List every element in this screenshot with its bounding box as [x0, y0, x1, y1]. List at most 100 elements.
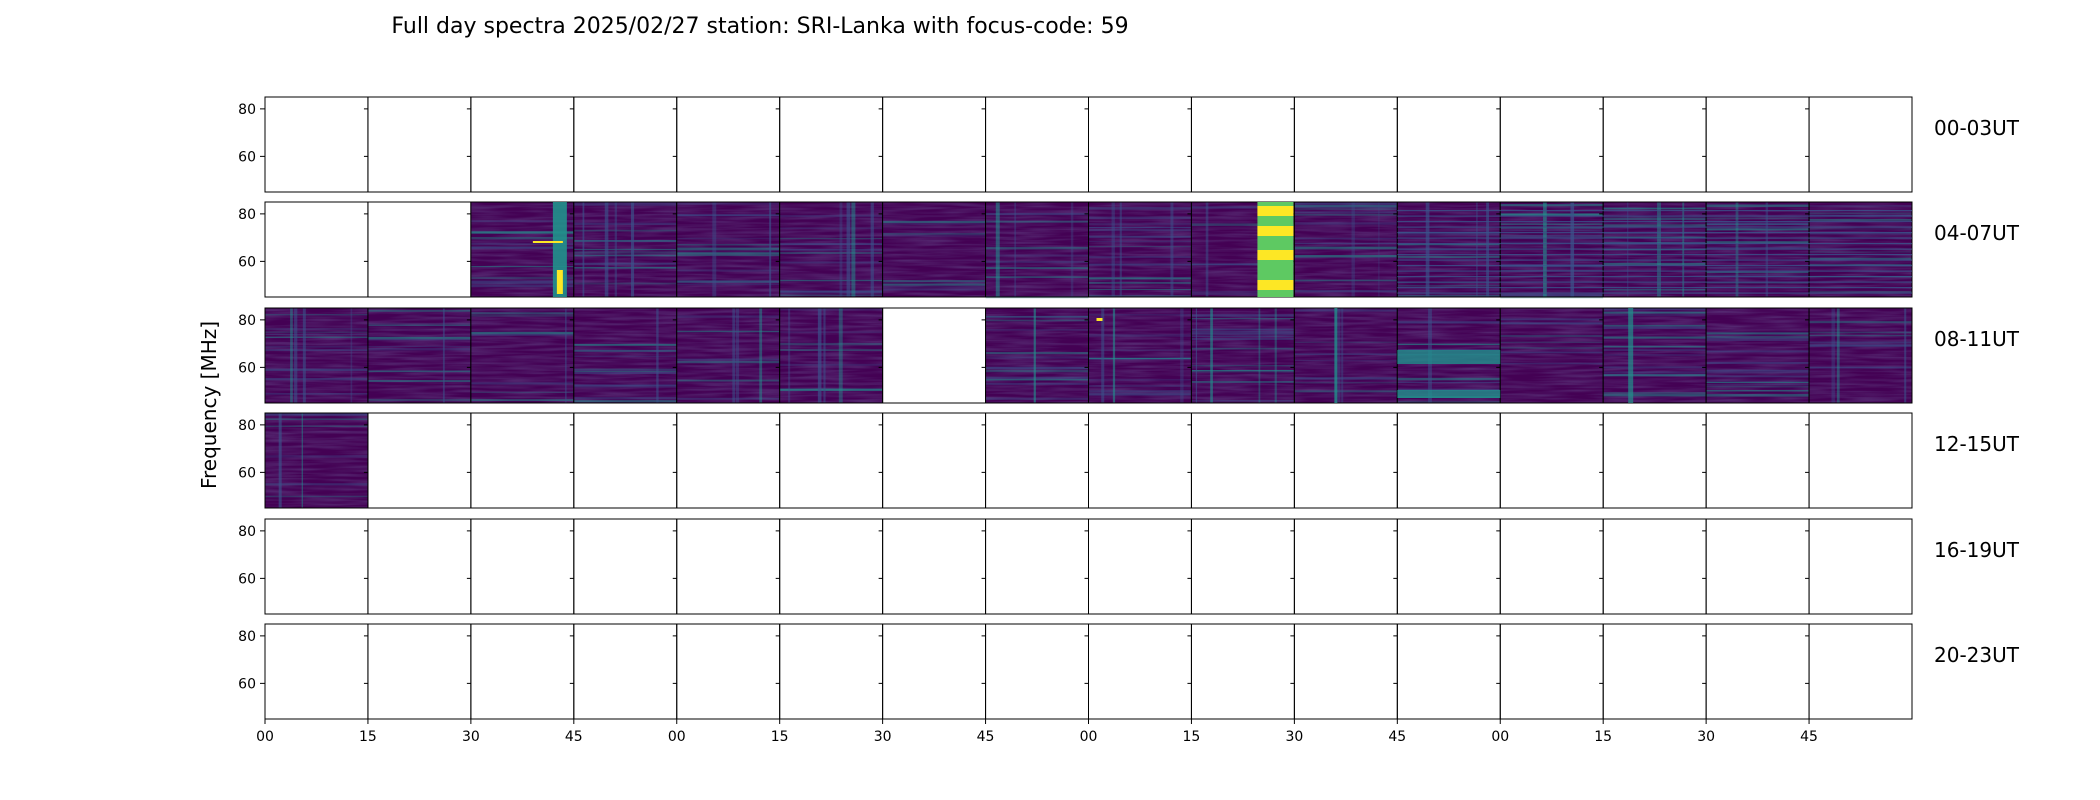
spectrum-panel [1705, 518, 1810, 615]
spectrum-streak [1112, 308, 1116, 403]
x-tick-label: 00 [668, 729, 686, 745]
spectrum-band [1191, 400, 1295, 402]
y-tick-label: 60 [238, 571, 256, 587]
spectrum-band [1088, 241, 1192, 243]
spectrum-band [1397, 285, 1501, 287]
spectrum-band [367, 323, 471, 325]
stripe-mark [1809, 270, 1912, 272]
spectrum-panel [264, 518, 369, 615]
spectrum-panel [367, 201, 472, 298]
spectrum-panel [264, 623, 369, 720]
spectrum-streak [278, 413, 282, 508]
spectrum-band [265, 314, 368, 316]
spectrum-band [985, 382, 1089, 385]
spectrum-band [573, 222, 677, 225]
spectrum-band [676, 202, 780, 205]
spectrum-band [1294, 247, 1398, 250]
spectrum-panel [779, 412, 884, 509]
spectrum-band [882, 234, 986, 237]
spectrum-band [1088, 289, 1192, 291]
panel-frame [573, 518, 678, 615]
spectrum-band [1088, 228, 1192, 232]
spectrum-band [1294, 204, 1398, 208]
spectrum-noise [985, 202, 1089, 297]
spectrum-band [779, 294, 883, 296]
spectrum-band [1809, 214, 1912, 216]
stripe-mark [1809, 226, 1912, 228]
y-tick-label: 80 [238, 418, 256, 434]
spectrum-panel [573, 623, 678, 720]
spectrum-panel [470, 623, 575, 720]
spectrum-band [1809, 290, 1912, 293]
spectrum-band [1603, 371, 1707, 374]
panel-frame [264, 518, 369, 615]
spectrum-band [676, 214, 780, 216]
spectrum-band [1706, 369, 1810, 372]
spectrum-panel [1705, 307, 1810, 404]
spectra-row: 80 60 12-15UT [238, 412, 2020, 509]
burst-mark [1257, 226, 1294, 236]
stripe-mark [1603, 215, 1707, 217]
panel-frame [1602, 412, 1707, 509]
spectrum-band [265, 495, 368, 498]
stripe-mark [1500, 265, 1604, 267]
spectrum-band [779, 342, 883, 346]
spectrum-band [1294, 382, 1398, 384]
stripe-mark [1500, 215, 1604, 217]
spectrum-band [1500, 341, 1604, 343]
spectrum-band [573, 372, 677, 374]
spectrum-band [1397, 377, 1501, 381]
spectrum-band [985, 378, 1089, 381]
spectrum-panel [1499, 96, 1604, 193]
stripe-mark [1706, 287, 1810, 289]
row-label: 04-07UT [1934, 221, 2020, 245]
spectrum-streak [817, 308, 822, 403]
spectrum-panel [1190, 96, 1295, 193]
spectrum-panel [1088, 623, 1192, 720]
spectrum-panel [1088, 96, 1192, 193]
spectrum-streak [656, 308, 659, 403]
stripe-mark [1397, 232, 1501, 234]
spectra-row: 80 60 08-11UT [238, 307, 2020, 404]
stripe-mark [1397, 237, 1501, 239]
panel-frame [1499, 412, 1604, 509]
spectrum-streak [442, 308, 445, 403]
spectrum-panel [367, 412, 472, 509]
spectrum-band [1294, 222, 1398, 225]
row-label: 08-11UT [1934, 327, 2020, 351]
stripe-mark [1397, 270, 1501, 272]
spectrum-band [573, 368, 677, 370]
stripe-mark [1603, 259, 1707, 261]
stripe-mark [1500, 254, 1604, 256]
panel-frame [985, 623, 1089, 720]
stripe-mark [1500, 237, 1604, 239]
burst-mark [1096, 318, 1103, 321]
spectrum-band [1500, 293, 1604, 297]
spectrum-panel [573, 96, 678, 193]
spectrum-band [1088, 263, 1192, 266]
stripe-mark [1706, 265, 1810, 267]
spectrum-band [1088, 226, 1192, 229]
spectrum-band [265, 333, 368, 335]
spectrum-band [1088, 390, 1192, 393]
spectrum-band [470, 242, 574, 245]
spectrum-band [779, 389, 883, 392]
spectrum-band [573, 384, 677, 386]
spectrum-band [1294, 237, 1398, 240]
panel-frame [1499, 623, 1604, 720]
x-tick-label: 00 [1080, 729, 1098, 745]
spectrum-band [470, 246, 574, 249]
stripe-mark [1397, 276, 1501, 278]
spectrum-band [1706, 222, 1810, 225]
spectrum-panel [1190, 412, 1295, 509]
spectrum-band [1706, 375, 1810, 378]
stripe-mark [1809, 287, 1912, 289]
stripe-mark [1809, 210, 1912, 212]
x-tick-label: 30 [462, 729, 480, 745]
spectrum-noise [1294, 308, 1398, 403]
panel-frame [882, 518, 987, 615]
panel-frame [1808, 307, 1913, 404]
spectrum-band [882, 223, 986, 225]
spectrum-panel [985, 623, 1089, 720]
spectrum-band [470, 382, 574, 385]
